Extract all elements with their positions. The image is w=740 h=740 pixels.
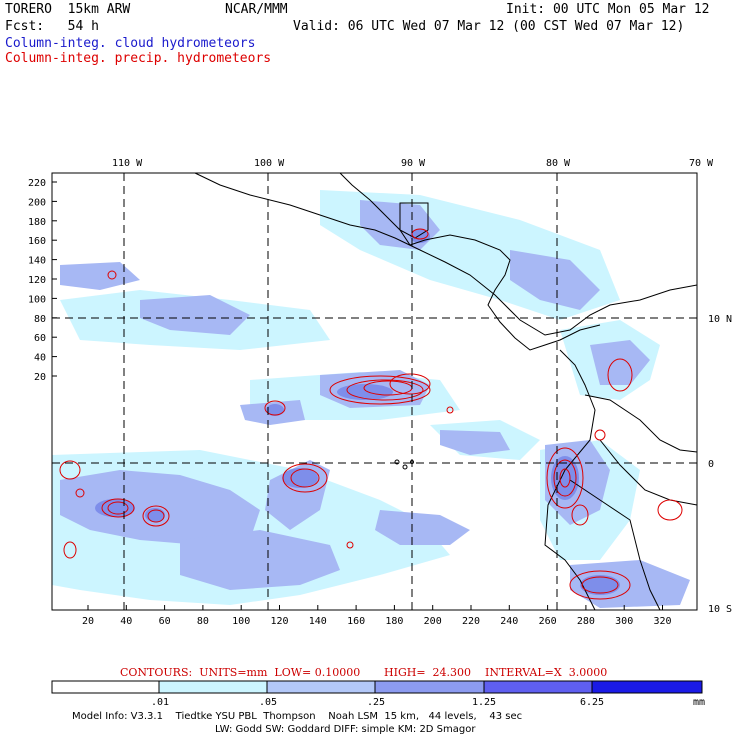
model-title: TORERO 15km ARW [5, 2, 131, 17]
y-tick-label: 200 [28, 197, 46, 208]
x-tick-label: 120 [270, 616, 288, 627]
colorbar-label-025: .25 [367, 697, 385, 708]
colorbar-seg-4 [483, 680, 593, 694]
y-tick-label: 160 [28, 236, 46, 247]
y-tick-label: 220 [28, 178, 46, 189]
colorbar-seg-1 [158, 680, 268, 694]
x-tick-label: 80 [197, 616, 209, 627]
cloud-field-label: Column-integ. cloud hydrometeors [5, 36, 256, 51]
lon-label-90w: 90 W [401, 158, 426, 169]
colorbar-seg-3 [374, 680, 485, 694]
x-tick-label: 60 [159, 616, 171, 627]
org-label: NCAR/MMM [225, 2, 288, 17]
plot-frame [51, 172, 698, 611]
y-tick-label: 40 [34, 353, 46, 364]
x-tick-label: 160 [347, 616, 365, 627]
colorbar-label-005: .05 [259, 697, 277, 708]
lon-label-100w: 100 W [254, 158, 285, 169]
colorbar-unit: mm [693, 697, 705, 708]
lat-label-10n: 10 N [708, 314, 732, 325]
colorbar-label-001: .01 [151, 697, 169, 708]
x-tick-label: 140 [309, 616, 327, 627]
x-tick-label: 200 [424, 616, 442, 627]
y-tick-label: 120 [28, 275, 46, 286]
lat-label-0: 0 [708, 459, 714, 470]
left-axis: 220 200 180 160 140 120 100 80 60 40 20 [28, 178, 57, 383]
x-tick-label: 100 [232, 616, 250, 627]
forecast-hour: Fcst: 54 h [5, 19, 99, 34]
y-tick-label: 60 [34, 333, 46, 344]
contour-interval: INTERVAL=X 3.0000 [485, 666, 608, 679]
x-tick-label: 320 [653, 616, 671, 627]
y-tick-label: 140 [28, 256, 46, 267]
y-tick-label: 100 [28, 294, 46, 305]
y-tick-label: 20 [34, 372, 46, 383]
x-tick-label: 20 [82, 616, 94, 627]
y-tick-label: 80 [34, 314, 46, 325]
lon-label-70w: 70 W [689, 158, 714, 169]
x-tick-label: 220 [462, 616, 480, 627]
colorbar-seg-5 [591, 680, 703, 694]
x-tick-label: 180 [385, 616, 403, 627]
right-latitude-labels: 10 N 0 10 S [708, 314, 732, 615]
latlon-grid [52, 173, 697, 610]
contour-units: CONTOURS: UNITS=mm LOW= 0.10000 [120, 666, 361, 679]
lon-label-110w: 110 W [112, 158, 143, 169]
model-info-line2: LW: Godd SW: Goddard DIFF: simple KM: 2D… [215, 724, 476, 735]
y-tick-label: 180 [28, 217, 46, 228]
x-tick-label: 260 [539, 616, 557, 627]
colorbar-label-625: 6.25 [580, 697, 604, 708]
colorbar: .01 .05 .25 1.25 6.25 mm [51, 680, 705, 708]
precip-field-label: Column-integ. precip. hydrometeors [5, 51, 272, 66]
colorbar-label-125: 1.25 [472, 697, 496, 708]
lon-label-80w: 80 W [546, 158, 571, 169]
colorbar-seg-2 [266, 680, 376, 694]
contour-high: HIGH= 24.300 [384, 666, 472, 679]
init-time: Init: 00 UTC Mon 05 Mar 12 [506, 2, 710, 17]
model-info-line1: Model Info: V3.3.1 Tiedtke YSU PBL Thomp… [72, 711, 523, 722]
bottom-axis: 20 40 60 80 100 120 140 160 180 200 220 240 260 280 30… [82, 605, 672, 627]
valid-time: Valid: 06 UTC Wed 07 Mar 12 (00 CST Wed … [293, 19, 685, 34]
x-tick-label: 240 [500, 616, 518, 627]
x-tick-label: 40 [120, 616, 132, 627]
x-tick-label: 280 [577, 616, 595, 627]
colorbar-seg-0 [51, 680, 160, 694]
precip-contours [59, 228, 683, 600]
lat-label-10s: 10 S [708, 604, 732, 615]
coastlines [194, 172, 698, 611]
x-tick-label: 300 [615, 616, 633, 627]
top-longitude-labels: 110 W 100 W 90 W 80 W 70 W [112, 158, 714, 169]
